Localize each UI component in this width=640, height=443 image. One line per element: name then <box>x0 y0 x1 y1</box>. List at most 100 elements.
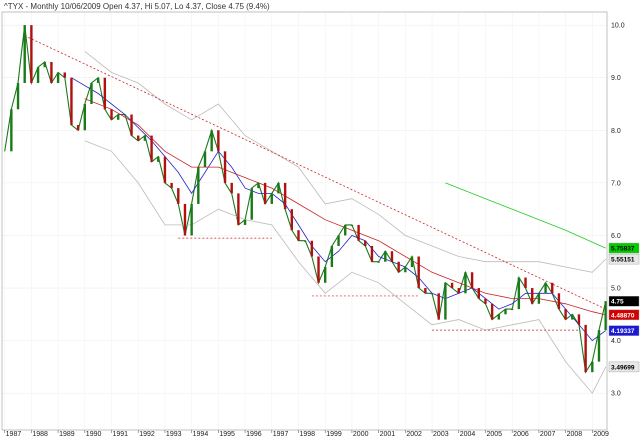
price-marker-box <box>608 253 640 265</box>
price-bar <box>270 193 273 204</box>
price-bar <box>123 114 127 116</box>
plot-border <box>1 11 608 431</box>
x-tick-label: 1989 <box>59 431 75 438</box>
price-bar <box>263 182 267 204</box>
x-tick-label: 1997 <box>273 431 289 438</box>
price-bar <box>70 77 73 126</box>
trendline-line <box>24 35 606 310</box>
price-bar <box>36 67 40 83</box>
price-marker-label: 4.19337 <box>611 328 635 335</box>
x-tick-label: 1993 <box>166 431 182 438</box>
price-bar <box>390 251 394 262</box>
price-bar <box>430 293 434 295</box>
price-bar <box>157 156 160 162</box>
price-marker-box <box>608 242 640 254</box>
price-bar <box>464 272 467 294</box>
x-tick-label: 1994 <box>193 431 209 438</box>
x-tick-label: 1990 <box>86 431 102 438</box>
price-bar <box>217 130 220 152</box>
x-tick-label: 1991 <box>113 431 129 438</box>
price-bar <box>50 61 53 83</box>
price-bar <box>404 267 407 273</box>
y-tick-label: 3.0 <box>611 391 621 398</box>
price-bar <box>517 277 521 310</box>
price-bar <box>397 261 400 273</box>
x-tick-label: 2001 <box>380 431 396 438</box>
price-bar <box>150 135 153 162</box>
price-bar <box>43 61 46 68</box>
sma-short-line <box>71 77 606 342</box>
x-tick-label: 1998 <box>299 431 315 438</box>
price-bar <box>16 82 20 110</box>
price-bar <box>577 314 581 325</box>
price-bar <box>417 256 420 289</box>
price-bar <box>484 298 487 304</box>
price-marker-box <box>608 361 640 373</box>
x-tick-label: 1995 <box>219 431 235 438</box>
y-tick-label: 8.0 <box>611 128 621 135</box>
price-markers: 5.75837 5.55151 4.75 4.48870 4.19337 3.49699 <box>608 242 640 373</box>
y-tick-label: 10.0 <box>611 23 625 30</box>
price-bar <box>23 25 26 83</box>
price-bar <box>497 314 501 320</box>
chart-title: ^TYX - Monthly 10/06/2009 Open 4.37, Hi … <box>4 2 270 11</box>
price-bar <box>76 125 80 131</box>
price-bar <box>283 182 287 210</box>
price-bar <box>591 361 594 373</box>
y-tick-label: 5.0 <box>611 286 621 293</box>
price-marker-label: 5.75837 <box>611 246 635 253</box>
price-bar <box>571 314 574 320</box>
price-marker-box <box>608 325 640 336</box>
y-tick-label: 7.0 <box>611 180 621 187</box>
price-bar <box>370 245 374 262</box>
price-bar <box>143 135 147 141</box>
x-tick-label: 2009 <box>593 431 609 438</box>
price-bar <box>290 209 294 231</box>
price-bar <box>377 261 380 263</box>
price-bar <box>237 193 240 225</box>
x-tick-label: 1988 <box>32 431 48 438</box>
price-bar <box>56 72 60 83</box>
price-bar <box>90 82 93 105</box>
price-bar <box>190 203 193 236</box>
price-bar <box>337 235 340 246</box>
price-bar <box>10 109 13 152</box>
price-bar <box>83 104 87 131</box>
price-bar <box>116 114 120 120</box>
price-bar <box>364 240 367 246</box>
price-bar <box>410 256 414 268</box>
axes: 3.0 4.0 5.0 6.0 7.0 8.0 9.0 10.0 1987 1988 1989 199… <box>1 11 625 438</box>
x-tick-label: 1992 <box>139 431 155 438</box>
price-bar <box>63 72 66 78</box>
price-bar <box>524 277 527 289</box>
price-bar <box>490 303 494 320</box>
x-tick-label: 2000 <box>353 431 369 438</box>
price-marker-box <box>608 309 640 321</box>
series-layer <box>4 25 607 394</box>
price-bar <box>137 135 140 141</box>
price-bar <box>564 309 567 320</box>
price-bar <box>384 251 387 262</box>
price-bar <box>30 25 33 83</box>
bollinger-upper-line <box>84 51 606 273</box>
price-bar <box>177 188 180 204</box>
price-bar <box>197 167 200 204</box>
price-bar <box>96 77 100 83</box>
price-bar <box>597 330 601 362</box>
price-bar <box>457 288 460 294</box>
bollinger-lower-line <box>84 140 607 394</box>
price-bar <box>110 109 113 120</box>
price-bar <box>243 219 247 225</box>
price-bar <box>103 77 107 110</box>
price-bar <box>277 182 280 194</box>
price-bar <box>210 130 213 152</box>
price-bar <box>424 288 427 294</box>
x-tick-label: 2008 <box>567 431 583 438</box>
price-bar <box>163 156 167 183</box>
sma-200-line <box>445 182 606 249</box>
price-bar <box>317 256 320 283</box>
x-tick-label: 2006 <box>513 431 529 438</box>
price-marker-box <box>608 295 640 307</box>
x-tick-label: 2007 <box>540 431 556 438</box>
